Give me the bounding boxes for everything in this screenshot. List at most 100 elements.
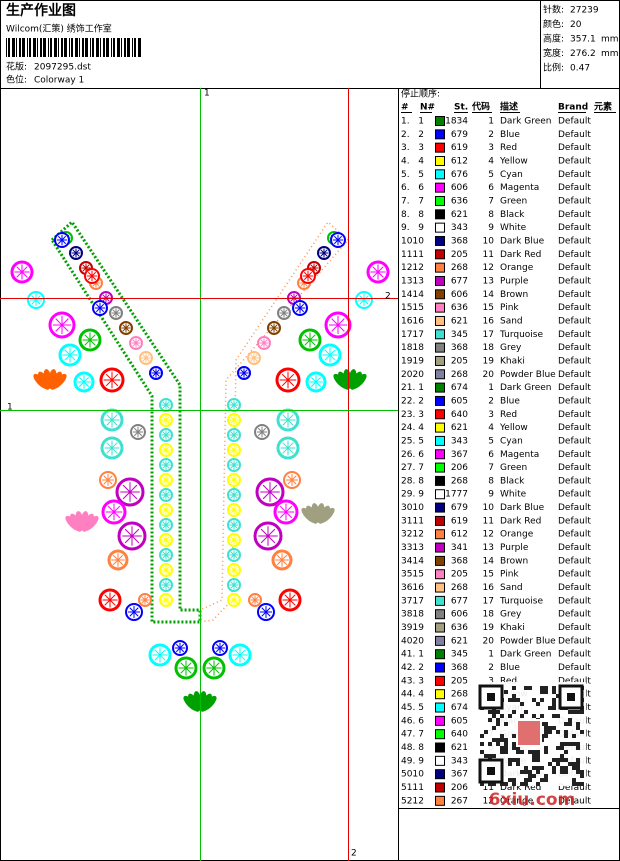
qr-module (532, 774, 536, 778)
motif-spoke (165, 584, 170, 589)
brand: Default (558, 196, 591, 206)
needle: 16 (413, 583, 425, 593)
description: Yellow (499, 423, 528, 433)
motif-spoke (287, 419, 294, 426)
motif-spoke (162, 506, 167, 511)
motif-spoke (233, 551, 238, 556)
design-file: 2097295.dst (34, 63, 91, 73)
motif-spoke (162, 446, 167, 451)
motif-spoke (69, 354, 76, 361)
motif-spoke (155, 369, 160, 374)
motif-spoke (35, 299, 41, 305)
brand: Default (558, 303, 591, 313)
seq: 39. (401, 623, 415, 633)
qr-module (516, 758, 520, 762)
qr-module (552, 770, 556, 774)
brand: Default (558, 316, 591, 326)
motif-spoke (215, 643, 221, 649)
motif-spoke (239, 649, 246, 656)
description: Pink (500, 303, 519, 313)
brand: Default (558, 676, 591, 686)
leaf (351, 373, 367, 390)
motif-spoke (233, 431, 238, 436)
qr-module (572, 766, 576, 770)
qr-module (556, 746, 560, 750)
code: 13 (483, 276, 494, 286)
seq: 6. (401, 183, 410, 193)
motif-spoke (162, 599, 167, 604)
motif-spoke (337, 239, 343, 245)
seq: 14. (401, 290, 415, 300)
motif-spoke (107, 505, 115, 513)
qr-module (532, 758, 536, 762)
motif-spoke (162, 509, 167, 514)
description: Orange (500, 530, 534, 540)
color-swatch (435, 675, 445, 686)
color-swatch (435, 755, 445, 766)
motif-spoke (303, 282, 308, 287)
qr-logo (516, 719, 542, 747)
motif-spoke (144, 599, 149, 604)
motif-spoke (105, 294, 110, 299)
qr-module (560, 746, 564, 750)
stitches: 205 (451, 570, 468, 580)
motif-spoke (230, 584, 235, 589)
description: Sand (500, 316, 523, 326)
bar (8, 38, 10, 57)
motif-spoke (230, 449, 235, 454)
seq: 11. (401, 250, 415, 260)
motif-spoke (154, 654, 161, 661)
needle: 7 (418, 463, 424, 473)
motif-spoke (162, 584, 167, 589)
qr-module (540, 690, 544, 694)
bar (50, 38, 52, 57)
description: Khaki (500, 623, 525, 633)
qr-module (552, 726, 556, 730)
code: 7 (488, 196, 494, 206)
qr-module (500, 746, 504, 750)
needle: 2 (418, 396, 424, 406)
needle: 1 (418, 117, 424, 127)
description: Powder Blue (500, 370, 556, 380)
bar (75, 38, 78, 57)
qr-module (576, 710, 580, 714)
motif-spoke (233, 554, 238, 559)
motif-spoke (162, 401, 167, 406)
column-header: Brand (558, 103, 588, 113)
qr-module (532, 714, 536, 718)
brand: Default (558, 290, 591, 300)
motif-spoke (377, 271, 384, 278)
motif-spoke (142, 354, 147, 359)
motif-spoke (107, 479, 113, 485)
brand: Default (558, 276, 591, 286)
guide-label: 1 (204, 89, 210, 99)
brand: Default (558, 450, 591, 460)
motif-spoke (239, 654, 246, 661)
brand: Default (558, 516, 591, 526)
qr-code (476, 682, 586, 786)
motif-spoke (165, 581, 170, 586)
motif-spoke (135, 339, 140, 344)
color-swatch (435, 369, 445, 380)
qr-module (524, 686, 528, 690)
stitches: 606 (451, 290, 468, 300)
qr-module (500, 714, 504, 718)
qr-module (536, 702, 540, 706)
color-swatch (435, 542, 445, 553)
stitches: 621 (451, 743, 468, 753)
brand: Default (558, 410, 591, 420)
motif-spoke (269, 484, 278, 493)
stat-value: 276.2 (570, 49, 596, 59)
motif-spoke (329, 349, 336, 356)
description: Green (500, 463, 527, 473)
motif-spoke (230, 476, 235, 481)
qr-module (520, 782, 524, 786)
motif-spoke (233, 599, 238, 604)
motif-spoke (82, 264, 87, 269)
qr-module (524, 766, 528, 770)
motif-spoke (299, 303, 305, 309)
motif-spoke (165, 566, 170, 571)
brand: Default (558, 370, 591, 380)
seq: 45. (401, 703, 415, 713)
